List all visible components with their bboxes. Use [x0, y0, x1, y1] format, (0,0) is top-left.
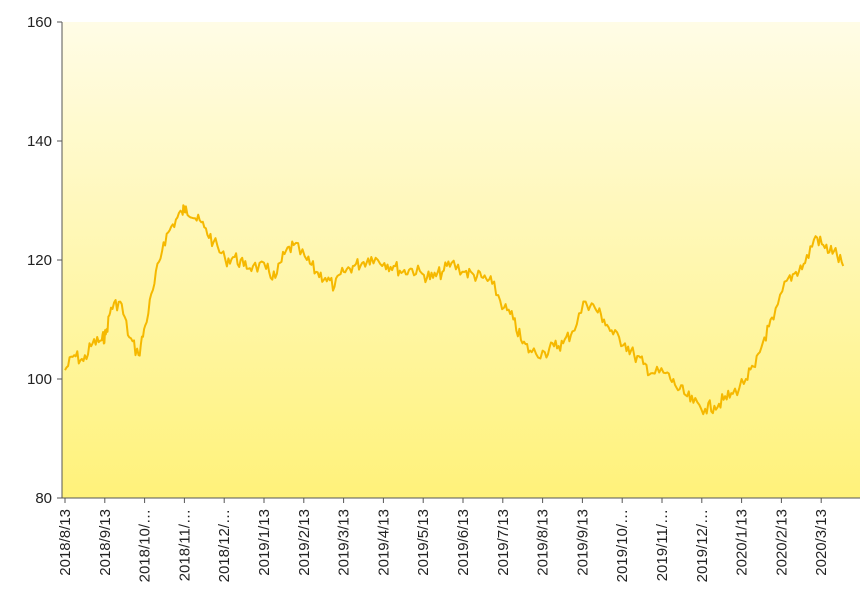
x-tick-label: 2019/7/13: [495, 509, 512, 576]
x-tick-label: 2018/12/…: [216, 509, 233, 582]
x-tick-label: 2018/10/…: [137, 509, 154, 582]
x-tick-label: 2020/1/13: [734, 509, 751, 576]
x-tick-label: 2019/12/…: [694, 509, 711, 582]
x-tick-label: 2019/2/13: [296, 509, 313, 576]
x-axis: 2018/8/13 2018/9/13 2018/10/… 2018/11/… 2018…: [57, 497, 860, 582]
x-tick-label: 2019/4/13: [375, 509, 392, 576]
x-tick-label: 2019/6/13: [455, 509, 472, 576]
x-tick-label: 2019/8/13: [535, 509, 552, 576]
x-tick-label: 2019/9/13: [574, 509, 591, 576]
x-tick-label: 2018/8/13: [57, 509, 74, 576]
y-tick-label: 140: [27, 133, 52, 150]
series-line: [64, 204, 845, 416]
x-tick-label: 2018/11/…: [176, 509, 193, 581]
x-tick-label: 2018/9/13: [97, 509, 114, 576]
y-tick-label: 80: [35, 490, 52, 507]
plot-area: [62, 22, 860, 498]
x-tick-label: 2019/5/13: [415, 509, 432, 576]
x-tick-label: 2019/10/…: [614, 509, 631, 582]
x-tick-label: 2019/3/13: [336, 509, 353, 576]
y-tick-label: 160: [27, 14, 52, 31]
x-tick-label: 2020/3/13: [813, 509, 830, 576]
y-axis: 80 100 120 140 160: [27, 14, 63, 507]
x-tick-label: 2019/11/…: [654, 509, 671, 581]
y-tick-label: 100: [27, 371, 52, 388]
x-tick-label: 2020/2/13: [773, 509, 790, 576]
x-tick-label: 2019/1/13: [256, 509, 273, 576]
y-tick-label: 120: [27, 252, 52, 269]
